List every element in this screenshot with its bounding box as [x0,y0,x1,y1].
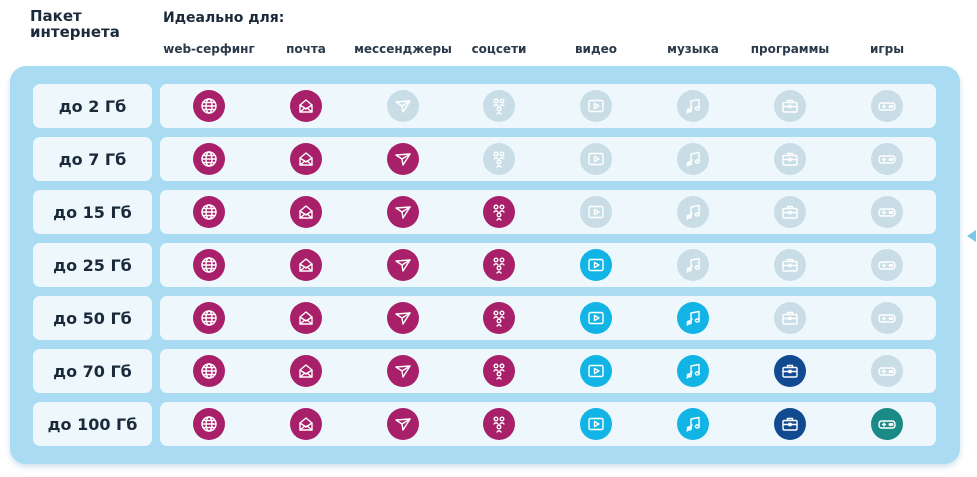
features-track [160,137,936,181]
gamepad-icon [871,408,903,440]
envelope-icon [290,355,322,387]
video-play-icon [580,302,612,334]
tariff-row: до 2 Гб [0,84,977,128]
gamepad-icon [871,196,903,228]
features-track [160,402,936,446]
paper-plane-icon [387,355,419,387]
paper-plane-icon [387,196,419,228]
globe-icon [193,196,225,228]
package-label[interactable]: до 25 Гб [33,243,152,287]
people-network-icon [483,90,515,122]
gamepad-icon [871,355,903,387]
envelope-icon [290,196,322,228]
globe-icon [193,249,225,281]
column-header-4: соцсети [471,42,527,56]
briefcase-icon [774,143,806,175]
video-play-icon [580,355,612,387]
gamepad-icon [871,302,903,334]
people-network-icon [483,302,515,334]
briefcase-icon [774,196,806,228]
features-track [160,349,936,393]
envelope-icon [290,249,322,281]
paper-plane-icon [387,249,419,281]
people-network-icon [483,249,515,281]
globe-icon [193,90,225,122]
briefcase-icon [774,90,806,122]
package-label[interactable]: до 70 Гб [33,349,152,393]
globe-icon [193,143,225,175]
video-play-icon [580,143,612,175]
video-play-icon [580,249,612,281]
package-label[interactable]: до 50 Гб [33,296,152,340]
music-note-icon [677,196,709,228]
music-note-icon [677,249,709,281]
briefcase-icon [774,355,806,387]
music-note-icon [677,143,709,175]
features-track [160,296,936,340]
people-network-icon [483,196,515,228]
video-play-icon [580,90,612,122]
video-play-icon [580,196,612,228]
ideal-for-title: Идеально для: [163,10,285,26]
paper-plane-icon [387,408,419,440]
people-network-icon [483,143,515,175]
column-header-3: мессенджеры [354,42,452,56]
gamepad-icon [871,249,903,281]
tariff-row: до 15 Гб [0,190,977,234]
column-header-2: почта [286,42,326,56]
music-note-icon [677,408,709,440]
package-label[interactable]: до 7 Гб [33,137,152,181]
music-note-icon [677,90,709,122]
envelope-icon [290,302,322,334]
paper-plane-icon [387,302,419,334]
gamepad-icon [871,143,903,175]
features-track [160,190,936,234]
package-label[interactable]: до 100 Гб [33,402,152,446]
gamepad-icon [871,90,903,122]
globe-icon [193,302,225,334]
envelope-icon [290,408,322,440]
envelope-icon [290,143,322,175]
music-note-icon [677,302,709,334]
column-header-8: игры [869,42,905,56]
tariff-row: до 100 Гб [0,402,977,446]
video-play-icon [580,408,612,440]
features-track [160,243,936,287]
tariff-row: до 50 Гб [0,296,977,340]
music-note-icon [677,355,709,387]
package-label[interactable]: до 2 Гб [33,84,152,128]
scroll-arrow-icon[interactable] [967,230,976,242]
envelope-icon [290,90,322,122]
paper-plane-icon [387,90,419,122]
features-track [160,84,936,128]
briefcase-icon [774,302,806,334]
briefcase-icon [774,249,806,281]
column-header-1: web-серфинг [163,42,255,56]
column-header-6: музыка [667,42,719,56]
package-label[interactable]: до 15 Гб [33,190,152,234]
column-header-7: программы [750,42,830,56]
package-title-text: Пакет интернета [30,7,120,41]
paper-plane-icon [387,143,419,175]
tariff-row: до 25 Гб [0,243,977,287]
globe-icon [193,355,225,387]
globe-icon [193,408,225,440]
tariff-row: до 7 Гб [0,137,977,181]
column-header-5: видео [574,42,618,56]
people-network-icon [483,355,515,387]
tariff-row: до 70 Гб [0,349,977,393]
people-network-icon [483,408,515,440]
briefcase-icon [774,408,806,440]
package-column-title: Пакет интернета [30,8,130,40]
